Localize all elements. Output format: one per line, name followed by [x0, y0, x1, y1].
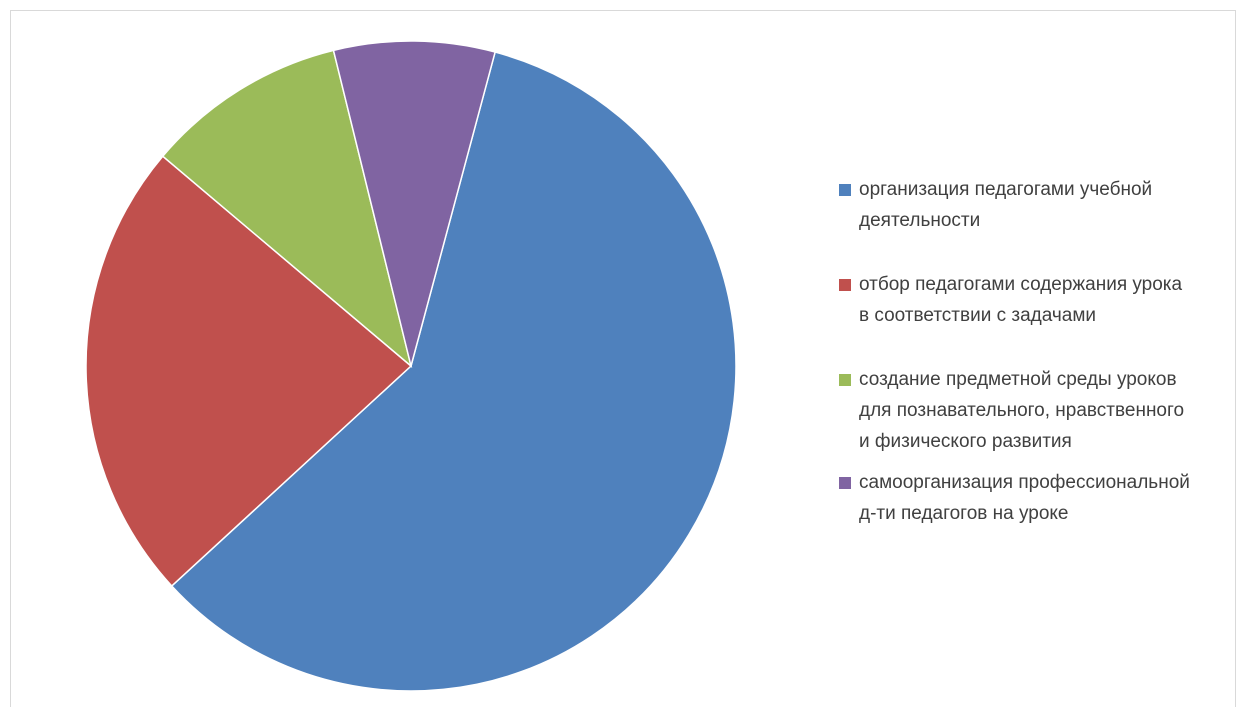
- legend-item: создание предметной среды уроков для поз…: [837, 364, 1237, 457]
- legend-label-line: самоорганизация профессиональной: [859, 472, 1190, 493]
- legend-label-line: организация педагогами учебной: [859, 179, 1153, 200]
- pie-slice-1: [170, 51, 737, 692]
- legend-item: самоорганизация профессиональной д-ти пе…: [837, 467, 1237, 529]
- legend-swatch: [839, 374, 851, 386]
- legend-swatch: [839, 184, 851, 196]
- legend-item: отбор педагогами содержания урока в соот…: [837, 269, 1237, 331]
- legend-label-line: д-ти педагогов на уроке: [859, 503, 1069, 524]
- pie-chart: [85, 40, 737, 692]
- legend-label-line: создание предметной среды уроков: [859, 369, 1177, 390]
- legend-swatch: [839, 477, 851, 489]
- legend-label-line: и физического развития: [859, 431, 1072, 452]
- pie-slice-2: [85, 155, 413, 588]
- pie-slice-4: [332, 40, 497, 367]
- legend-item: организация педагогами учебной деятельно…: [837, 174, 1237, 236]
- legend-label-line: в соответствии с задачами: [859, 305, 1097, 326]
- legend-swatch: [839, 279, 851, 291]
- chart-area: организация педагогами учебной деятельно…: [10, 10, 1236, 707]
- legend-label-line: деятельности: [859, 210, 981, 231]
- chart-legend: организация педагогами учебной деятельно…: [837, 174, 1237, 529]
- legend-label-line: отбор педагогами содержания урока: [859, 274, 1183, 295]
- pie-slice-3: [161, 49, 413, 369]
- legend-label-line: для познавательного, нравственного: [859, 400, 1185, 421]
